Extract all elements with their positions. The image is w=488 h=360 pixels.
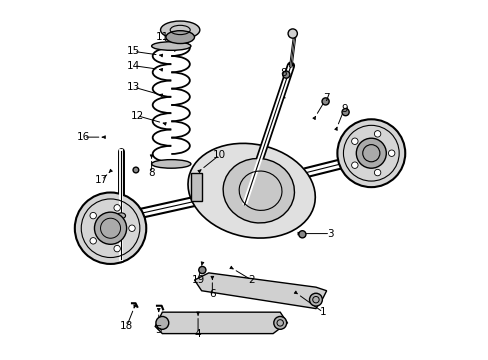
Circle shape (337, 119, 405, 187)
Text: 4: 4 (194, 329, 201, 339)
Circle shape (298, 231, 305, 238)
Ellipse shape (151, 42, 190, 50)
Text: 17: 17 (95, 175, 108, 185)
Text: 6: 6 (208, 289, 215, 299)
Circle shape (114, 204, 120, 211)
Text: 2: 2 (248, 275, 254, 285)
Ellipse shape (187, 143, 315, 238)
Circle shape (128, 225, 135, 231)
Polygon shape (194, 273, 326, 309)
Circle shape (90, 238, 96, 244)
Circle shape (75, 193, 146, 264)
Ellipse shape (160, 21, 200, 39)
Text: 10: 10 (212, 150, 225, 160)
Polygon shape (155, 312, 287, 334)
Circle shape (282, 71, 289, 78)
Text: 1: 1 (319, 307, 325, 317)
Circle shape (133, 167, 139, 173)
Circle shape (273, 316, 286, 329)
Text: 19: 19 (191, 275, 204, 285)
Circle shape (374, 131, 380, 137)
Text: 8: 8 (280, 68, 286, 78)
Ellipse shape (151, 159, 190, 168)
Circle shape (309, 293, 322, 306)
Circle shape (322, 98, 328, 105)
Circle shape (351, 138, 357, 144)
Circle shape (94, 212, 126, 244)
Circle shape (356, 138, 386, 168)
Text: 9: 9 (341, 104, 347, 113)
Circle shape (156, 316, 168, 329)
Ellipse shape (117, 213, 125, 219)
Text: 8: 8 (148, 168, 155, 178)
Text: 14: 14 (127, 61, 140, 71)
Circle shape (287, 29, 297, 38)
Circle shape (351, 162, 357, 168)
Circle shape (341, 109, 348, 116)
Circle shape (387, 150, 394, 157)
Ellipse shape (223, 158, 294, 223)
Circle shape (114, 246, 120, 252)
Text: 3: 3 (326, 229, 333, 239)
Ellipse shape (165, 31, 194, 44)
Text: 11: 11 (155, 32, 169, 42)
Text: 7: 7 (323, 93, 329, 103)
Polygon shape (190, 173, 201, 202)
Text: 5: 5 (155, 325, 162, 335)
Text: 15: 15 (127, 46, 140, 57)
Text: 16: 16 (77, 132, 90, 142)
Text: 13: 13 (127, 82, 140, 92)
Circle shape (374, 169, 380, 176)
Text: 18: 18 (120, 321, 133, 332)
Text: 12: 12 (130, 111, 143, 121)
Circle shape (198, 266, 205, 274)
Circle shape (90, 212, 96, 219)
